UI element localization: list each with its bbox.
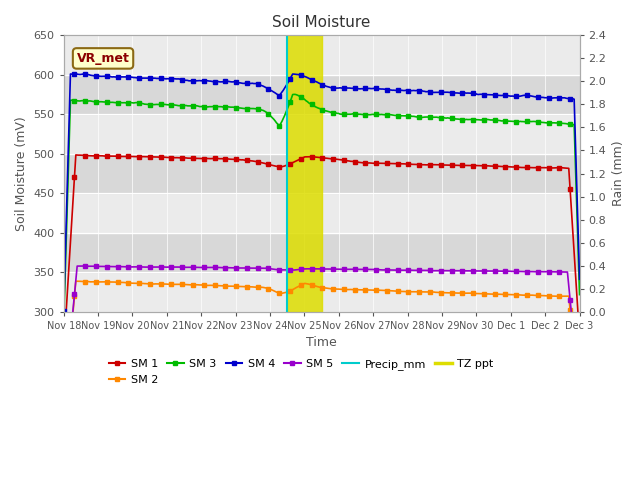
Bar <box>64 114 580 154</box>
Bar <box>64 154 580 193</box>
Y-axis label: Rain (mm): Rain (mm) <box>612 141 625 206</box>
Text: VR_met: VR_met <box>77 52 129 65</box>
Bar <box>64 75 580 114</box>
Bar <box>64 193 580 233</box>
Bar <box>287 36 322 312</box>
Bar <box>64 272 580 312</box>
X-axis label: Time: Time <box>307 336 337 349</box>
Legend: SM 1, SM 2, SM 3, SM 4, SM 5, Precip_mm, TZ ppt: SM 1, SM 2, SM 3, SM 4, SM 5, Precip_mm,… <box>104 355 498 389</box>
Y-axis label: Soil Moisture (mV): Soil Moisture (mV) <box>15 116 28 231</box>
Bar <box>64 233 580 272</box>
Title: Soil Moisture: Soil Moisture <box>273 15 371 30</box>
Bar <box>64 36 580 75</box>
